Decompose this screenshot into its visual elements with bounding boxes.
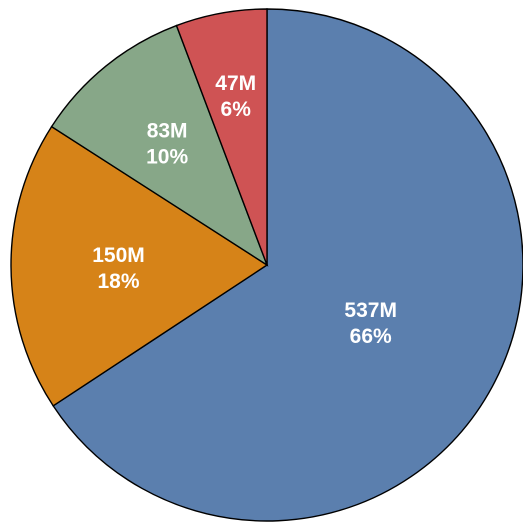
slice-value-label: 150M <box>92 244 145 267</box>
slice-value-label: 83M <box>147 120 188 143</box>
slice-percent-label: 10% <box>146 146 188 169</box>
pie-slice-83m <box>50 24 269 267</box>
pie-slice-537m <box>52 8 523 522</box>
slice-value-label: 47M <box>215 72 256 95</box>
pie-slice-150m <box>10 125 269 407</box>
slice-percent-label: 18% <box>98 270 140 293</box>
slices-layer <box>10 8 523 522</box>
slice-percent-label: 6% <box>221 98 252 121</box>
slice-percent-label: 66% <box>350 325 392 348</box>
slice-value-label: 537M <box>344 299 397 322</box>
pie-slice-47m <box>175 8 268 266</box>
labels-layer: 537M 66% 150M 18% 83M 10% 47M 6% <box>92 72 397 348</box>
